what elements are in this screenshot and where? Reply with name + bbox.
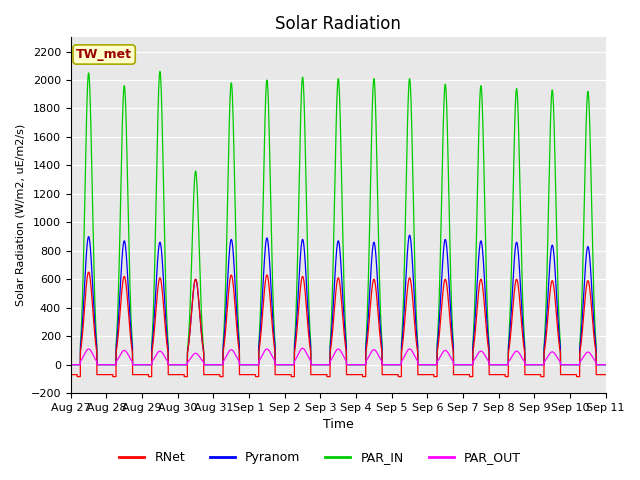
- Pyranom: [406, 232, 413, 238]
- Line: RNet: RNet: [71, 272, 605, 377]
- Legend: RNet, Pyranom, PAR_IN, PAR_OUT: RNet, Pyranom, PAR_IN, PAR_OUT: [115, 446, 525, 469]
- PAR_IN: [458, 362, 466, 368]
- Pyranom: [318, 362, 326, 368]
- PAR_IN: [429, 362, 436, 368]
- RNet: [67, 372, 75, 377]
- PAR_IN: [488, 362, 496, 368]
- RNet: [84, 269, 92, 275]
- Pyranom: [429, 362, 436, 368]
- Pyranom: [458, 362, 466, 368]
- Pyranom: [488, 362, 496, 368]
- PAR_OUT: [458, 362, 466, 368]
- Line: Pyranom: Pyranom: [71, 235, 605, 365]
- PAR_OUT: [299, 346, 307, 351]
- Title: Solar Radiation: Solar Radiation: [275, 15, 401, 33]
- Line: PAR_IN: PAR_IN: [71, 72, 605, 365]
- RNet: [489, 372, 497, 377]
- PAR_IN: [156, 69, 164, 74]
- PAR_IN: [602, 362, 609, 368]
- Pyranom: [163, 333, 171, 338]
- Pyranom: [602, 362, 609, 368]
- PAR_OUT: [429, 362, 436, 368]
- RNet: [319, 372, 326, 377]
- Pyranom: [67, 362, 75, 368]
- Pyranom: [602, 362, 609, 368]
- RNet: [429, 372, 436, 377]
- PAR_OUT: [163, 358, 171, 363]
- RNet: [602, 372, 609, 377]
- PAR_IN: [67, 362, 75, 368]
- Text: TW_met: TW_met: [76, 48, 132, 61]
- PAR_OUT: [488, 362, 496, 368]
- PAR_OUT: [602, 362, 609, 368]
- PAR_IN: [163, 321, 171, 327]
- Y-axis label: Solar Radiation (W/m2, uE/m2/s): Solar Radiation (W/m2, uE/m2/s): [15, 124, 25, 306]
- RNet: [74, 374, 81, 380]
- PAR_IN: [318, 362, 326, 368]
- RNet: [163, 343, 171, 349]
- RNet: [458, 372, 466, 377]
- X-axis label: Time: Time: [323, 419, 354, 432]
- PAR_OUT: [602, 362, 609, 368]
- PAR_OUT: [318, 362, 326, 368]
- Line: PAR_OUT: PAR_OUT: [71, 348, 605, 365]
- RNet: [602, 372, 609, 377]
- PAR_OUT: [67, 362, 75, 368]
- PAR_IN: [602, 362, 609, 368]
